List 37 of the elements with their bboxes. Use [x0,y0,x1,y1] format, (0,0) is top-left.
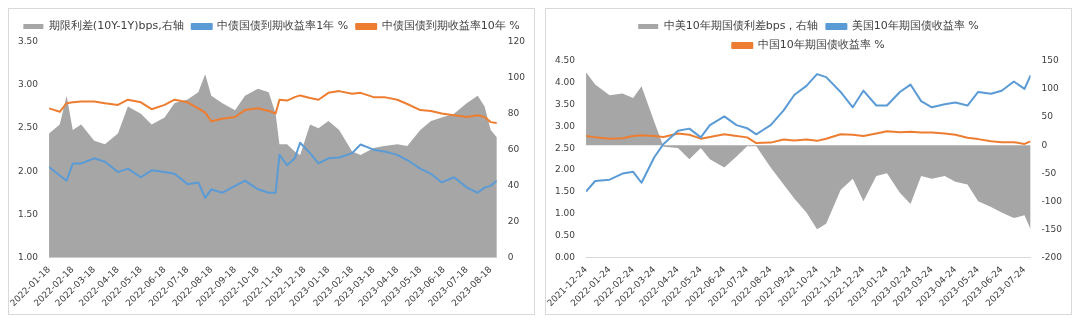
y-tick-label: 0.00 [554,251,576,262]
y-tick-label: 3.50 [17,36,39,47]
y2-tick-label: 80 [507,108,520,119]
y-tick-label: 1.00 [554,208,576,219]
legend-label: 中国10年期国债收益率 % [757,38,885,52]
legend-label: 中债国债到期收益率1年 % [217,19,349,33]
legend-label: 美国10年期国债收益率 % [851,19,979,33]
y2-tick-label: 60 [507,144,520,155]
y-tick-label: 1.50 [17,208,39,219]
legend-label: 中债国债到期收益率10年 % [381,19,520,33]
y2-tick-label: 150 [1041,55,1060,66]
y2-tick-label: 120 [507,36,526,47]
y-tick-label: 4.50 [554,55,576,66]
y2-tick-label: -200 [1041,251,1063,262]
y2-tick-label: 100 [507,72,526,83]
y-tick-label: 1.50 [554,186,576,197]
y-tick-label: 2.00 [554,164,576,175]
y-tick-label: 3.00 [17,79,39,90]
y2-tick-label: 100 [1041,83,1060,94]
y-tick-label: 2.00 [17,165,39,176]
y-tick-label: 2.50 [17,122,39,133]
y2-tick-label: 20 [507,215,520,226]
y2-tick-label: 50 [1041,111,1054,122]
y2-tick-label: -50 [1041,167,1057,178]
y2-tick-label: 40 [507,179,520,190]
y2-tick-label: -100 [1041,195,1063,206]
y-tick-label: 3.50 [554,98,576,109]
y2-tick-label: -150 [1041,223,1063,234]
y-tick-label: 4.00 [554,77,576,88]
y-tick-label: 0.50 [554,229,576,240]
y-tick-label: 2.50 [554,142,576,153]
legend-label: 中美10年期国债利差bps，右轴 [663,19,819,33]
legend-label: 期限利差(10Y-1Y)bps,右轴 [48,19,184,33]
y-tick-label: 1.00 [17,251,39,262]
y2-tick-label: 0 [507,251,514,262]
y-tick-label: 3.00 [554,120,576,131]
y2-tick-label: 0 [1041,139,1048,150]
